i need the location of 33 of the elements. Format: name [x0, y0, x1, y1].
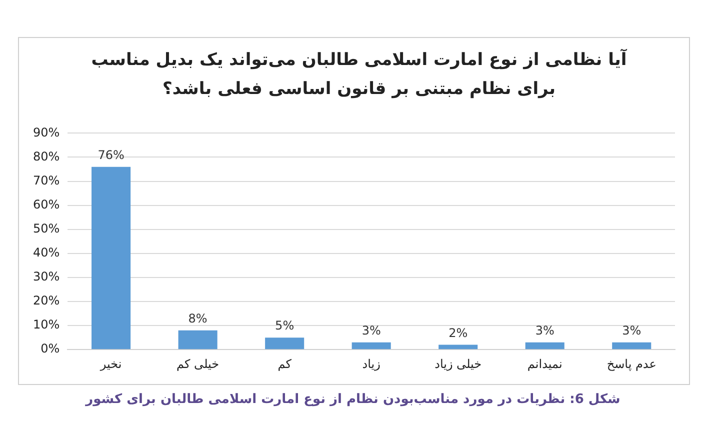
bar [438, 344, 478, 350]
x-tick-label: نخیر [99, 356, 122, 371]
y-tick-label: 30% [33, 270, 60, 284]
x-tick-label: کم [278, 356, 292, 371]
text: شکل 6: نظریات در مورد مناسب‌بودن نظام از نوع امارت اسلامی طالبان برای کشور [84, 392, 622, 407]
y-tick-label: 60% [33, 197, 60, 212]
y-tick-label: 40% [33, 246, 60, 260]
bar [612, 342, 652, 350]
y-tick-label: 70% [33, 173, 60, 188]
x-tick-label: خیلی زیاد [434, 356, 482, 371]
data-label: 2% [448, 326, 468, 340]
bar [265, 338, 304, 350]
y-tick-label: 90% [33, 125, 60, 140]
y-tick-label: 10% [33, 318, 60, 332]
data-label: 3% [535, 324, 554, 338]
data-label: 3% [622, 324, 642, 338]
x-tick-label: عدم پاسخ [606, 356, 656, 371]
data-label: 8% [188, 311, 208, 326]
x-tick-label: زیاد [362, 356, 381, 371]
y-tick-label: 20% [33, 294, 60, 308]
y-tick-label: 80% [33, 149, 60, 164]
bar [352, 342, 391, 350]
bar [525, 342, 564, 350]
bar [178, 330, 218, 350]
x-tick-label: خیلی کم [176, 356, 220, 371]
data-label: 76% [98, 148, 124, 162]
y-tick-label: 0% [40, 342, 60, 356]
bar [92, 166, 131, 350]
data-label: 5% [275, 318, 294, 333]
x-tick-label: نمیدانم [527, 356, 562, 371]
data-label: 3% [362, 324, 381, 338]
y-tick-label: 50% [33, 222, 60, 236]
chart-title: آیا نظامی از نوع امارت اسلامی طالبان می‌تواند یک بدیل مناسب برای نظام مبتنی بر قانون اساسی فعلی باشد؟ [90, 48, 628, 101]
